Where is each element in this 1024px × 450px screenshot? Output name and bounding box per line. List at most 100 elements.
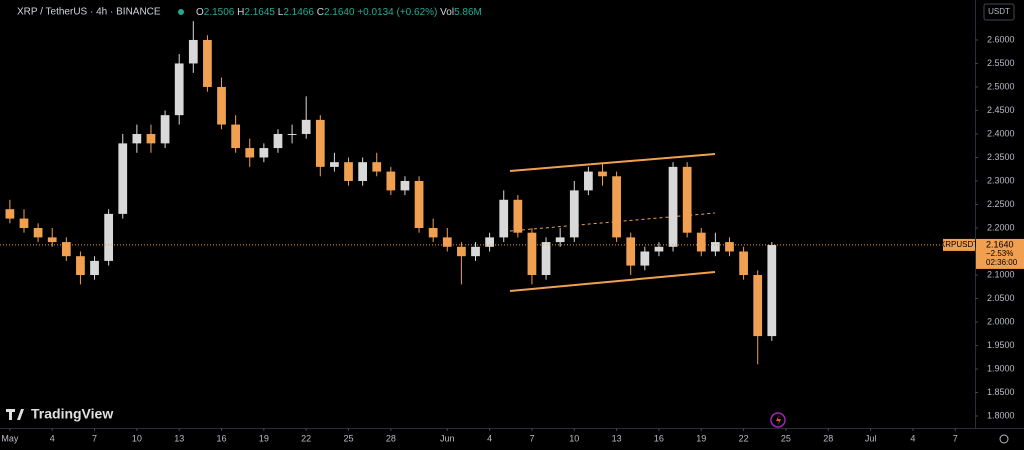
x-tick-label: 22 xyxy=(739,433,749,443)
candle-body xyxy=(485,237,494,247)
ohlc-label: O xyxy=(196,7,204,18)
channel-lower[interactable] xyxy=(509,271,716,292)
candle-body xyxy=(471,246,480,257)
volume-label: Vol xyxy=(440,7,454,18)
ohlc-value: 2.1466 xyxy=(283,7,314,18)
x-tick-label: 7 xyxy=(529,433,534,443)
candle-body xyxy=(711,242,720,252)
candle-body xyxy=(696,232,706,252)
price-tag-price: 2.1640 xyxy=(986,239,1014,249)
ohlc-label: C xyxy=(317,7,324,18)
alert-icon[interactable] xyxy=(770,412,786,428)
x-tick-label: 10 xyxy=(132,433,142,443)
settings-icon[interactable] xyxy=(999,434,1009,444)
candle-body xyxy=(513,199,523,233)
price-tag xyxy=(976,238,1024,269)
candle-body xyxy=(358,162,368,181)
y-tick-label: 2.4000 xyxy=(987,128,1015,138)
candle-body xyxy=(414,180,424,228)
change: +0.0134 (+0.62%) xyxy=(357,7,437,18)
candle-body xyxy=(160,115,170,144)
x-tick-label: 25 xyxy=(344,433,354,443)
x-tick-label: 4 xyxy=(487,433,492,443)
candle-body xyxy=(725,242,734,252)
candle-body xyxy=(61,242,71,257)
x-tick-label: 22 xyxy=(301,433,311,443)
logo: TradingView xyxy=(6,406,113,422)
candle-body xyxy=(442,237,452,247)
x-tick-label: 13 xyxy=(612,433,622,443)
candle-body xyxy=(584,171,593,191)
candle-body xyxy=(569,190,579,238)
candle-body xyxy=(90,260,99,275)
x-tick-label: 16 xyxy=(217,433,227,443)
candle-body xyxy=(19,218,29,228)
candle-body xyxy=(118,143,128,214)
x-tick-label: 25 xyxy=(781,433,791,443)
currency: USDT xyxy=(988,7,1010,16)
y-tick-label: 1.8500 xyxy=(987,387,1015,397)
candle-body xyxy=(527,232,537,275)
candle-body xyxy=(372,162,382,172)
y-tick-label: 2.2500 xyxy=(987,199,1015,209)
candle-body xyxy=(767,244,777,337)
candle-body xyxy=(5,209,15,219)
candle-body xyxy=(231,124,241,149)
candle-body xyxy=(217,86,226,125)
candle-body xyxy=(273,133,283,149)
x-tick-label: 4 xyxy=(910,433,915,443)
symbol: XRP / TetherUS · 4h · BINANCE xyxy=(17,7,161,18)
x-tick-label: 19 xyxy=(259,433,269,443)
header: XRP / TetherUS · 4h · BINANCE O2.1506 H2… xyxy=(17,7,482,18)
symbol-tag xyxy=(943,238,975,251)
candle-body xyxy=(259,148,269,158)
ohlc: O2.1506 H2.1645 L2.1466 C2.1640 +0.0134 … xyxy=(196,7,482,18)
alert-bolt xyxy=(776,415,781,425)
y-tick-label: 2.3500 xyxy=(987,152,1015,162)
y-tick-label: 2.5500 xyxy=(987,58,1015,68)
x-tick-label: 10 xyxy=(569,433,579,443)
candle-body xyxy=(174,63,184,116)
candle-body xyxy=(33,227,43,238)
y-tick-label: 2.3000 xyxy=(987,175,1015,185)
candle-body xyxy=(654,246,664,252)
symbol-tag-label: XRPUSDT xyxy=(940,240,978,249)
y-tick-label: 2.2000 xyxy=(987,222,1015,232)
candle-body xyxy=(287,133,297,135)
price-tag-countdown: 02:36:00 xyxy=(986,258,1018,267)
price-tag-change: −2.53% xyxy=(986,249,1013,258)
ohlc-value: 2.1645 xyxy=(244,7,275,18)
status-dot xyxy=(178,9,184,15)
y-tick-label: 2.0000 xyxy=(987,316,1015,326)
candle-body xyxy=(330,162,339,167)
x-tick-label: 19 xyxy=(696,433,706,443)
x-tick-label: Jul xyxy=(865,433,877,443)
ohlc-value: 2.1506 xyxy=(204,7,235,18)
candle-body xyxy=(344,162,353,181)
candle-body xyxy=(400,180,410,191)
y-tick-label: 1.9000 xyxy=(987,363,1015,373)
candle-body xyxy=(626,237,636,266)
y-tick-label: 2.1000 xyxy=(987,269,1015,279)
candle-body xyxy=(76,256,85,275)
ohlc-label: L xyxy=(278,7,284,18)
candle-body xyxy=(315,119,325,167)
y-tick-label: 2.5000 xyxy=(987,81,1015,91)
channel-upper[interactable] xyxy=(509,153,716,172)
currency-box[interactable] xyxy=(983,3,1015,21)
x-tick-label: 16 xyxy=(654,433,664,443)
candle-body xyxy=(47,237,57,243)
ohlc-label: H xyxy=(237,7,244,18)
candle-body xyxy=(753,274,763,337)
candle-body xyxy=(245,148,255,158)
x-tick-label: 4 xyxy=(50,433,55,443)
candle-body xyxy=(499,199,509,238)
x-tick-label: Jun xyxy=(440,433,455,443)
x-tick-label: 7 xyxy=(92,433,97,443)
candle-body xyxy=(146,133,156,144)
logo-icon xyxy=(6,409,24,420)
candle-body xyxy=(640,251,650,266)
x-tick-label: 28 xyxy=(386,433,396,443)
